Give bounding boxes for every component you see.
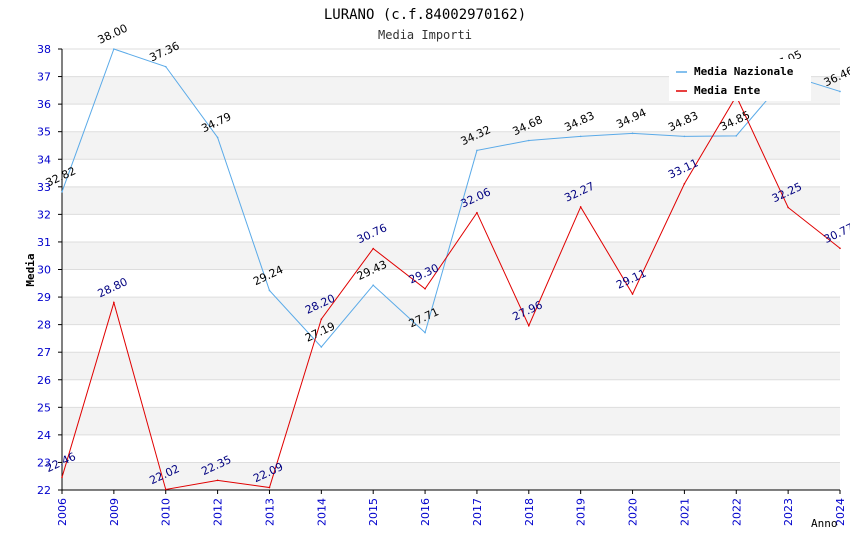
data-point-media-nazionale [216, 136, 219, 139]
y-tick-label: 26 [37, 374, 51, 387]
x-tick-label: 2022 [730, 498, 743, 526]
y-tick-label: 28 [37, 319, 51, 332]
data-point-media-nazionale [113, 48, 115, 50]
plot-band [62, 352, 840, 380]
x-tick-label: 2010 [160, 498, 173, 526]
y-tick-label: 30 [37, 264, 51, 277]
data-point-media-ente [216, 479, 219, 482]
x-tick-label: 2015 [367, 498, 380, 526]
plot-band [62, 462, 840, 490]
x-tick-label: 2013 [263, 498, 276, 526]
data-point-media-ente [164, 488, 167, 491]
data-point-media-ente [61, 476, 63, 479]
x-tick-label: 2009 [108, 498, 121, 526]
plot-band [62, 269, 840, 298]
plot-band [62, 379, 840, 408]
x-tick-label: 2017 [471, 498, 484, 526]
series-line-media-ente [61, 95, 841, 491]
data-point-media-ente [683, 182, 686, 185]
data-point-media-nazionale [476, 149, 478, 152]
data-point-media-ente [528, 324, 530, 327]
legend-label-media-nazionale: Media Nazionale [694, 65, 794, 78]
plot-band [62, 214, 840, 242]
data-point-media-ente [579, 206, 582, 208]
x-tick-label: 2006 [56, 498, 69, 526]
y-axis-ticks: 22 23 24 25 26 27 28 29 30 31 32 33 34 35 36 37 38 [37, 43, 62, 497]
data-point-media-ente [476, 211, 478, 214]
x-tick-label: 2021 [678, 498, 691, 526]
chart-subtitle: Media Importi [378, 28, 472, 42]
y-tick-label: 34 [37, 153, 51, 166]
plot-band [62, 297, 840, 325]
x-tick-label: 2016 [419, 498, 432, 526]
y-tick-label: 38 [37, 43, 51, 56]
y-tick-label: 27 [37, 346, 51, 359]
y-tick-label: 33 [37, 181, 51, 194]
data-point-media-nazionale [579, 135, 582, 138]
x-tick-label: 2019 [575, 498, 588, 526]
y-tick-label: 35 [37, 126, 51, 139]
x-tick-label: 2023 [782, 498, 795, 526]
plot-band [62, 104, 840, 132]
x-axis-ticks: 2006 2009 2010 2012 2013 2014 2015 2016 2017 2018… [56, 490, 847, 526]
x-tick-label: 2020 [627, 498, 640, 526]
y-tick-label: 31 [37, 236, 51, 249]
y-tick-label: 25 [37, 401, 51, 414]
data-point-media-nazionale [268, 289, 271, 292]
data-point-media-nazionale [631, 132, 634, 135]
y-tick-label: 24 [37, 429, 51, 442]
data-point-media-nazionale [424, 331, 426, 334]
grid-lines [62, 48, 840, 491]
data-point-media-nazionale [320, 346, 323, 348]
data-point-media-ente [839, 247, 841, 250]
series-group [61, 48, 841, 491]
plot-background-bands [62, 49, 840, 490]
data-point-media-ente [631, 293, 634, 295]
legend-box [669, 59, 811, 101]
y-tick-label: 32 [37, 208, 51, 221]
legend-label-media-ente: Media Ente [694, 84, 761, 97]
data-point-media-ente [320, 318, 323, 320]
chart-title: LURANO (c.f.84002970162) [324, 7, 526, 23]
x-tick-label: 2012 [212, 498, 225, 526]
series-line-media-nazionale [61, 48, 841, 348]
plot-band [62, 324, 840, 353]
data-point-media-ente [424, 287, 426, 290]
plot-band [62, 434, 840, 463]
data-point-media-ente [787, 206, 789, 209]
data-point-media-nazionale [372, 284, 375, 287]
data-point-media-nazionale [683, 135, 686, 138]
x-tick-label: 2024 [834, 498, 847, 526]
y-tick-label: 22 [37, 484, 51, 497]
data-point-media-nazionale [735, 135, 738, 137]
y-axis-title: Media [24, 253, 37, 286]
data-point-media-ente [268, 486, 271, 489]
x-tick-label: 2014 [315, 498, 328, 526]
x-tick-label: 2018 [523, 498, 536, 526]
plot-band [62, 241, 840, 270]
y-tick-label: 37 [37, 71, 51, 84]
data-label-media-nazionale: 38.00 [96, 22, 130, 47]
y-tick-label: 29 [37, 291, 51, 304]
data-point-media-nazionale [528, 139, 530, 142]
data-point-media-ente [372, 247, 375, 250]
data-point-media-nazionale [164, 65, 167, 68]
data-point-media-nazionale [61, 190, 63, 193]
plot-band [62, 159, 840, 187]
plot-band [62, 407, 840, 435]
plot-band [62, 186, 840, 215]
y-tick-label: 23 [37, 456, 51, 469]
x-axis-title: Anno [811, 517, 838, 530]
legend: Media Nazionale Media Ente [669, 59, 811, 101]
data-point-media-nazionale [839, 90, 841, 93]
y-tick-label: 36 [37, 98, 51, 111]
data-point-media-ente [113, 301, 115, 304]
